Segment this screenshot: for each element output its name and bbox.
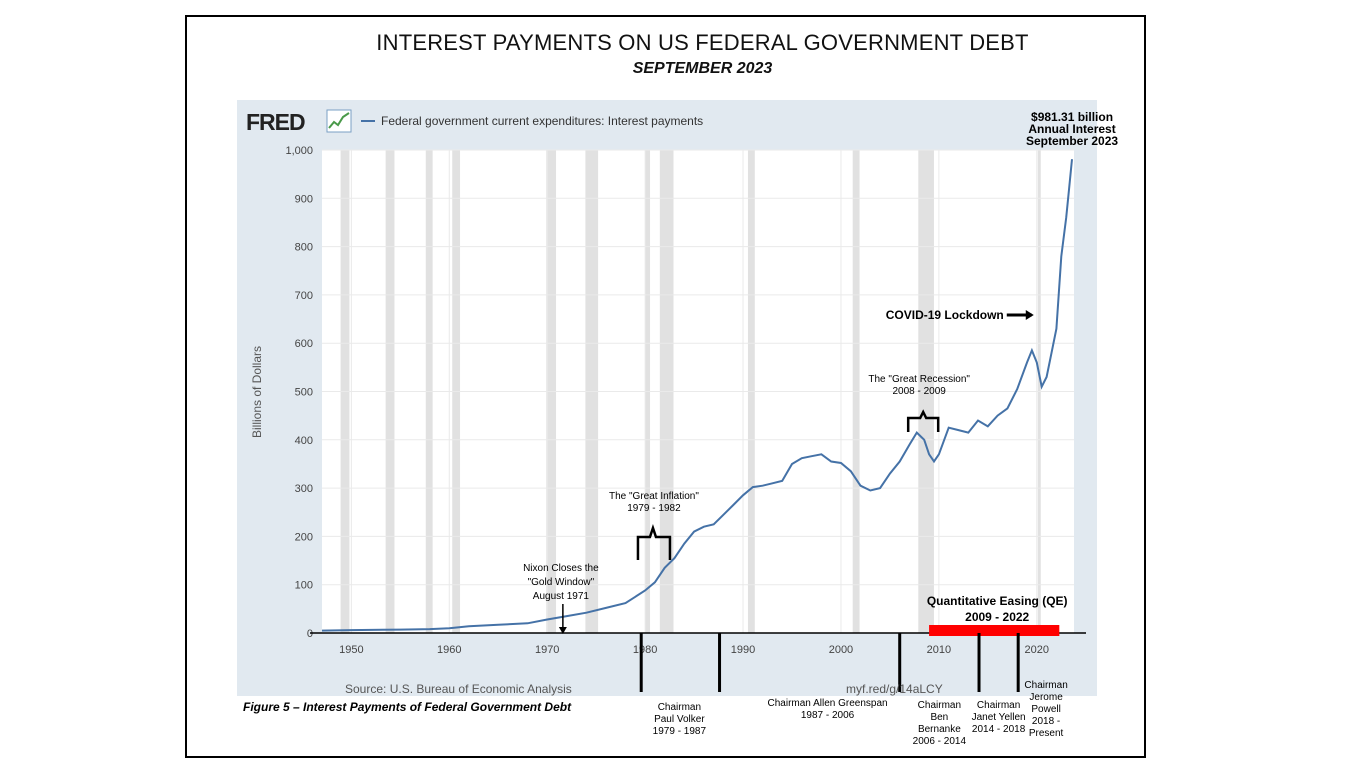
x-tick-label-1990: 1990	[731, 644, 755, 656]
qe-bar	[929, 625, 1060, 636]
fred-logo-icon	[326, 109, 352, 133]
x-tick-label-2020: 2020	[1025, 644, 1049, 656]
x-tick-label-2000: 2000	[829, 644, 853, 656]
chairman-3-line-0: Chairman	[977, 700, 1020, 711]
chairman-0-line-1: Paul Volker	[654, 714, 705, 725]
y-tick-label-800: 800	[295, 242, 313, 254]
chairman-3-line-1: Janet Yellen	[972, 712, 1026, 723]
x-tick-label-1950: 1950	[339, 644, 363, 656]
annotation-great-inflation-line-0: The "Great Inflation"	[609, 491, 699, 502]
chairman-1-line-1: 1987 - 2006	[801, 710, 855, 721]
x-tick-label-2010: 2010	[927, 644, 951, 656]
source-text: Source: U.S. Bureau of Economic Analysis	[345, 682, 572, 696]
y-tick-label-1000: 1,000	[285, 145, 313, 157]
page-subtitle: SEPTEMBER 2023	[632, 60, 773, 77]
chairman-0-line-2: 1979 - 1987	[653, 726, 707, 737]
page-title: INTEREST PAYMENTS ON US FEDERAL GOVERNME…	[376, 30, 1029, 55]
annotation-nixon-arrowhead	[558, 627, 567, 634]
annotation-qe-line-1: 2009 - 2022	[965, 610, 1029, 624]
chairman-4-line-1: Jerome	[1029, 692, 1063, 703]
annotation-nixon-line-1: "Gold Window"	[528, 577, 595, 588]
annotation-nixon-line-2: August 1971	[533, 591, 590, 602]
x-tick-label-1960: 1960	[437, 644, 461, 656]
annotation-peak-line-1: Annual Interest	[1028, 122, 1115, 136]
gridlines	[322, 149, 1074, 634]
chairman-2-line-0: Chairman	[918, 700, 961, 711]
chairman-2-line-1: Ben	[930, 712, 948, 723]
y-tick-label-600: 600	[295, 338, 313, 350]
y-tick-label-700: 700	[295, 290, 313, 302]
fred-link[interactable]: myf.red/g/14aLCY	[846, 682, 943, 696]
x-axis: 1950 1960 1970 1980 1990 2000 2010 2020	[339, 644, 1049, 656]
chairman-4-line-3: 2018 -	[1032, 716, 1060, 727]
chairman-4-line-0: Chairman	[1024, 680, 1067, 691]
y-axis: 0 100 200 300 400 500 600 700 800 900 1,000	[285, 145, 313, 640]
y-axis-label: Billions of Dollars	[250, 346, 264, 438]
annotation-great-recession-line-0: The "Great Recession"	[868, 374, 970, 385]
chairman-2-line-3: 2006 - 2014	[913, 736, 967, 747]
x-tick-label-1970: 1970	[535, 644, 559, 656]
y-tick-label-300: 300	[295, 483, 313, 495]
annotation-great-inflation-line-1: 1979 - 1982	[627, 503, 681, 514]
y-tick-label-200: 200	[295, 531, 313, 543]
chairman-1-line-0: Chairman Allen Greenspan	[768, 698, 888, 709]
y-tick-label-0: 0	[307, 628, 313, 640]
chairman-4-line-2: Powell	[1031, 704, 1060, 715]
fred-logo: FRED	[246, 109, 305, 135]
annotation-peak-line-0: $981.31 billion	[1031, 110, 1113, 124]
annotation-nixon-line-0: Nixon Closes the	[523, 563, 599, 574]
chairman-0-line-0: Chairman	[658, 702, 701, 713]
annotation-great-recession-line-1: 2008 - 2009	[892, 386, 946, 397]
chairman-3-line-2: 2014 - 2018	[972, 724, 1026, 735]
legend-label: Federal government current expenditures:…	[381, 114, 703, 128]
chairman-4-line-4: Present	[1029, 728, 1064, 739]
chairman-2-line-2: Bernanke	[918, 724, 961, 735]
series-line-interest-payments	[321, 159, 1073, 632]
annotation-great-inflation-bracket	[636, 524, 672, 560]
y-tick-label-500: 500	[295, 387, 313, 399]
annotation-covid-arrowhead	[1025, 310, 1034, 320]
y-tick-label-400: 400	[295, 435, 313, 447]
x-tick-label-1980: 1980	[633, 644, 657, 656]
annotation-great-recession-bracket	[906, 409, 940, 432]
y-tick-label-900: 900	[295, 193, 313, 205]
annotation-peak-line-2: September 2023	[1026, 134, 1118, 148]
y-tick-label-100: 100	[295, 580, 313, 592]
annotation-qe-line-0: Quantitative Easing (QE)	[927, 594, 1068, 608]
figure-caption: Figure 5 – Interest Payments of Federal …	[243, 700, 572, 714]
annotation-covid-text: COVID-19 Lockdown	[886, 308, 1004, 322]
